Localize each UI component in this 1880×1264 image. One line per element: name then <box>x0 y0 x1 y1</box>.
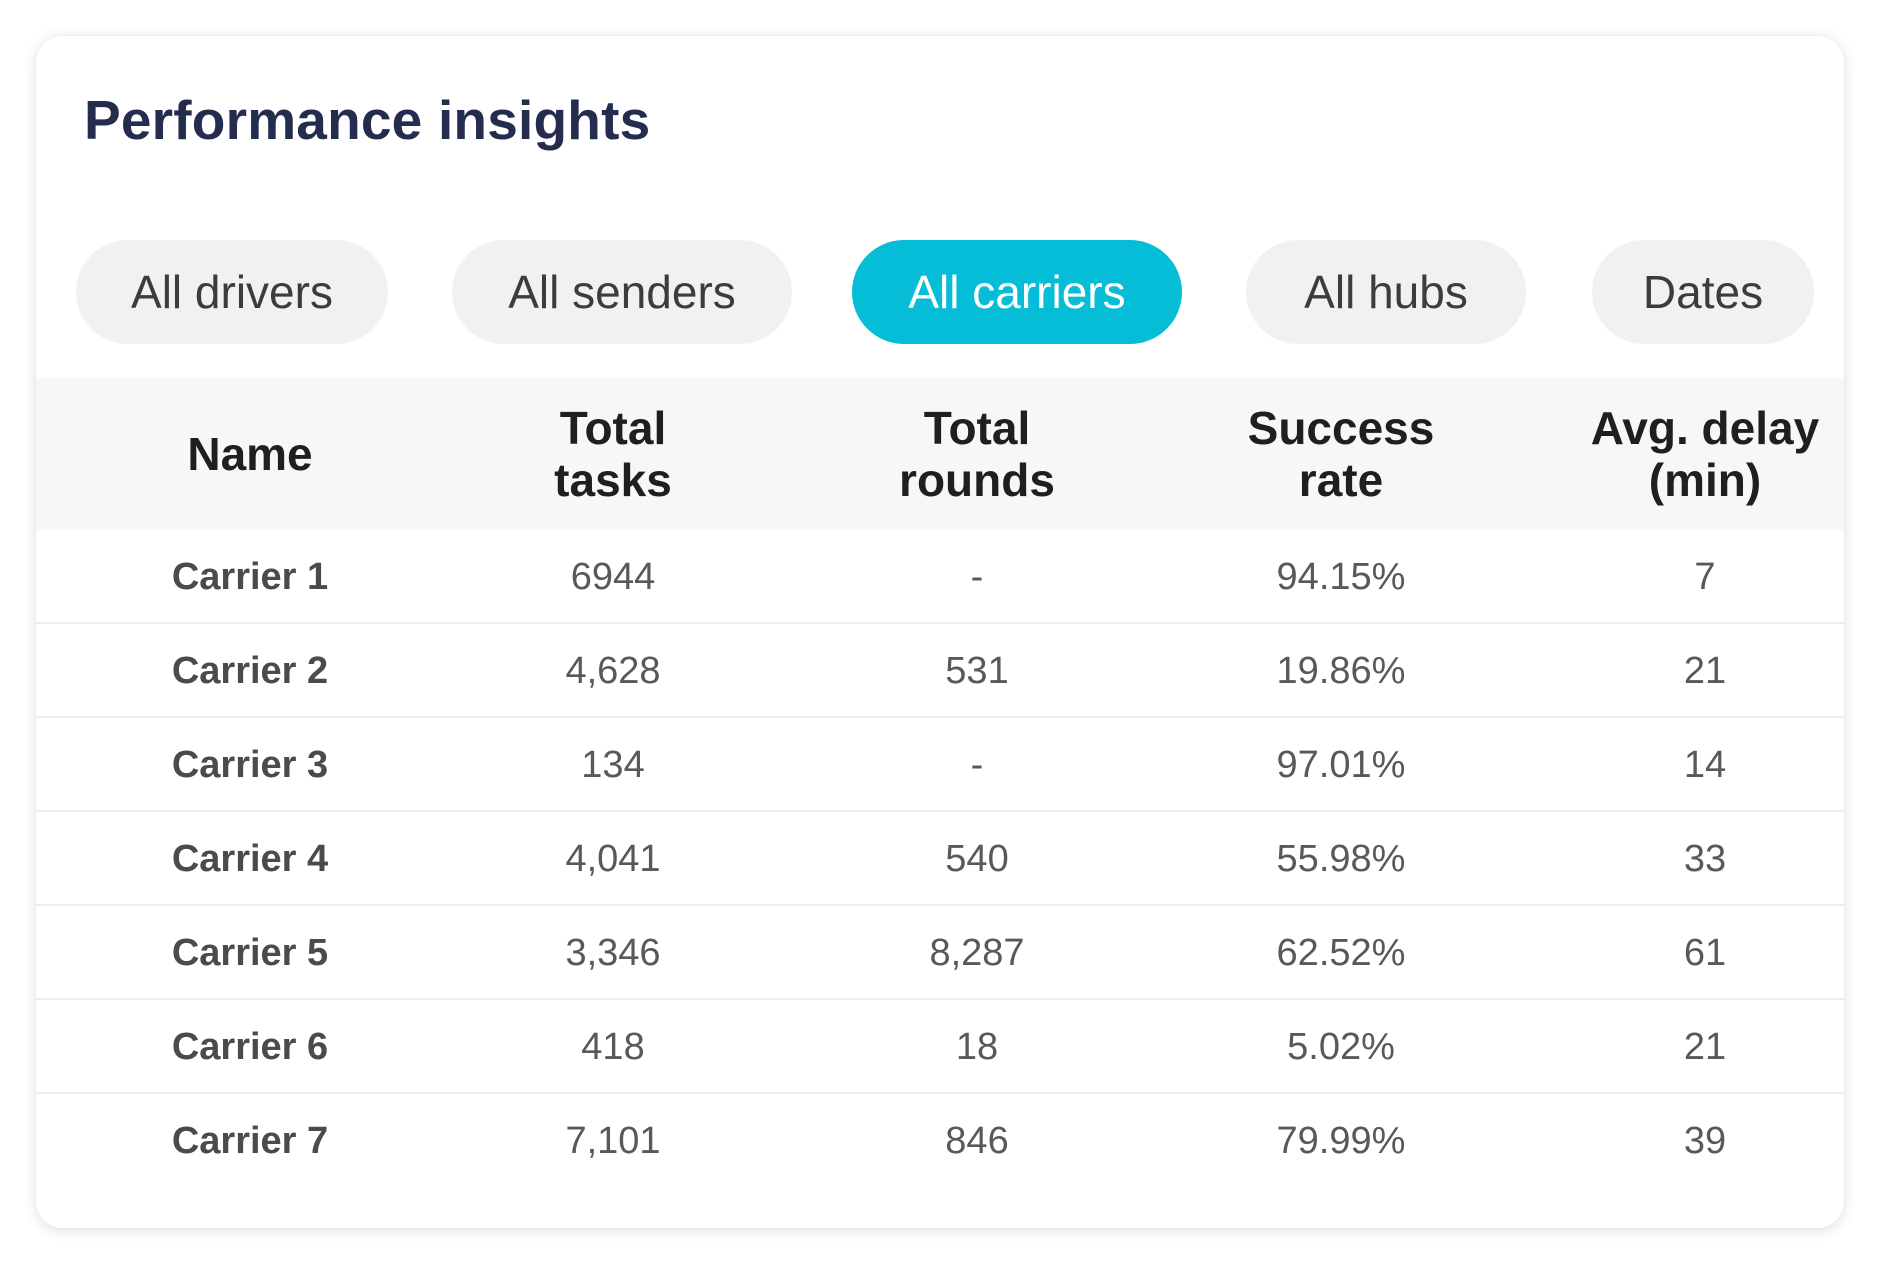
column-header-success-rate[interactable]: Success rate <box>1247 402 1435 506</box>
cell-success-rate: 5.02% <box>1287 1025 1395 1068</box>
column-header-avg-delay[interactable]: Avg. delay (min) <box>1590 402 1820 506</box>
cell-success-rate: 79.99% <box>1276 1119 1406 1162</box>
filter-all-drivers[interactable]: All drivers <box>76 240 388 344</box>
performance-insights-card: Performance insights All drivers All sen… <box>36 36 1844 1228</box>
cell-name: Carrier 5 <box>171 931 329 974</box>
cell-total-rounds: - <box>970 555 984 598</box>
table-row[interactable]: Carrier 7 7,101 846 79.99% 39 <box>36 1094 1844 1188</box>
filter-all-hubs[interactable]: All hubs <box>1246 240 1526 344</box>
cell-name: Carrier 1 <box>171 555 329 598</box>
cell-total-rounds: - <box>970 743 984 786</box>
cell-avg-delay: 14 <box>1683 743 1727 786</box>
cell-name: Carrier 4 <box>171 837 329 880</box>
filter-dates[interactable]: Dates <box>1592 240 1814 344</box>
table-row[interactable]: Carrier 2 4,628 531 19.86% 21 <box>36 624 1844 718</box>
table-header: Name Total tasks Total rounds Success rate … <box>36 378 1844 530</box>
cell-avg-delay: 21 <box>1683 649 1727 692</box>
cell-total-tasks: 418 <box>581 1025 645 1068</box>
card-title: Performance insights <box>84 89 651 151</box>
cell-avg-delay: 61 <box>1683 931 1727 974</box>
cell-name: Carrier 2 <box>171 649 329 692</box>
cell-total-tasks: 6944 <box>570 555 656 598</box>
table-row[interactable]: Carrier 6 418 18 5.02% 21 <box>36 1000 1844 1094</box>
column-header-total-tasks[interactable]: Total tasks <box>554 402 672 506</box>
cell-success-rate: 55.98% <box>1276 837 1406 880</box>
table-row[interactable]: Carrier 4 4,041 540 55.98% 33 <box>36 812 1844 906</box>
table-row[interactable]: Carrier 5 3,346 8,287 62.52% 61 <box>36 906 1844 1000</box>
cell-total-tasks: 4,041 <box>565 837 661 880</box>
table-row[interactable]: Carrier 1 6944 - 94.15% 7 <box>36 530 1844 624</box>
cell-total-rounds: 8,287 <box>929 931 1025 974</box>
cell-success-rate: 97.01% <box>1276 743 1406 786</box>
filter-bar: All drivers All senders All carriers All… <box>36 240 1844 344</box>
cell-total-rounds: 846 <box>945 1119 1009 1162</box>
cell-total-rounds: 18 <box>955 1025 999 1068</box>
cell-total-tasks: 4,628 <box>565 649 661 692</box>
column-header-total-rounds[interactable]: Total rounds <box>899 402 1055 506</box>
cell-total-rounds: 531 <box>945 649 1009 692</box>
filter-all-senders[interactable]: All senders <box>452 240 792 344</box>
table-row[interactable]: Carrier 3 134 - 97.01% 14 <box>36 718 1844 812</box>
cell-name: Carrier 7 <box>171 1119 329 1162</box>
column-header-name[interactable]: Name <box>187 428 313 480</box>
cell-success-rate: 62.52% <box>1276 931 1406 974</box>
cell-total-tasks: 7,101 <box>565 1119 661 1162</box>
cell-name: Carrier 3 <box>171 743 329 786</box>
cell-avg-delay: 7 <box>1694 555 1716 598</box>
cell-total-rounds: 540 <box>945 837 1009 880</box>
carrier-table: Name Total tasks Total rounds Success rate … <box>36 378 1844 1188</box>
cell-name: Carrier 6 <box>171 1025 329 1068</box>
cell-avg-delay: 33 <box>1683 837 1727 880</box>
cell-avg-delay: 21 <box>1683 1025 1727 1068</box>
cell-success-rate: 94.15% <box>1276 555 1406 598</box>
cell-total-tasks: 134 <box>581 743 645 786</box>
cell-success-rate: 19.86% <box>1276 649 1406 692</box>
cell-avg-delay: 39 <box>1683 1119 1727 1162</box>
cell-total-tasks: 3,346 <box>565 931 661 974</box>
filter-all-carriers[interactable]: All carriers <box>852 240 1182 344</box>
